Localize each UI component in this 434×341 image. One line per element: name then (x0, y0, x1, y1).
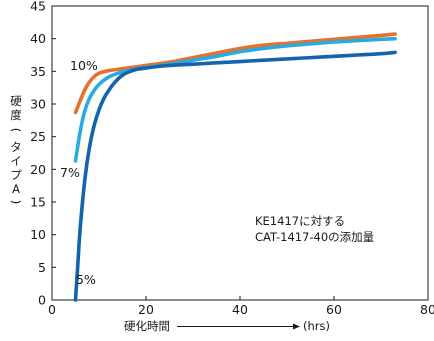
y-axis-ticks: 0 5 10 15 20 25 30 35 40 45 (30, 0, 56, 308)
series-line-5pct (73, 50, 397, 302)
x-tick-label: 20 (138, 302, 154, 317)
x-axis-title: 硬化時間 (124, 319, 170, 333)
x-tick-label: 60 (326, 302, 342, 317)
y-axis-title-char: 硬 (10, 94, 22, 108)
series-label-10pct: 10% (70, 58, 98, 73)
y-axis-title-char: A (12, 182, 20, 196)
y-tick-label: 15 (30, 195, 46, 210)
y-tick-label: 35 (30, 64, 46, 79)
annotation-line-1: KE1417に対する (255, 214, 345, 228)
y-axis-title-char: 度 (10, 108, 22, 122)
series-lines (73, 32, 397, 302)
y-axis-title-char: タ (10, 140, 22, 154)
y-tick-label: 25 (30, 129, 46, 144)
y-tick-label: 30 (30, 97, 46, 112)
y-tick-label: 45 (30, 0, 46, 14)
x-axis-unit: (hrs) (303, 319, 330, 333)
x-tick-label: 0 (48, 302, 56, 317)
series-label-7pct: 7% (60, 165, 80, 180)
series-label-5pct: 5% (76, 272, 96, 287)
x-axis-ticks: 0 20 40 60 80 (48, 296, 434, 317)
y-axis-title-char: ( (9, 128, 23, 133)
y-tick-label: 40 (30, 31, 46, 46)
y-tick-label: 5 (38, 260, 46, 275)
annotation-line-2: CAT-1417-40の添加量 (255, 230, 374, 244)
x-tick-label: 40 (232, 302, 248, 317)
x-tick-label: 80 (420, 302, 434, 317)
y-axis-title-char: ) (9, 200, 23, 205)
y-tick-label: 0 (38, 293, 46, 308)
y-axis-title-char: プ (10, 168, 22, 182)
series-line-10pct (73, 32, 397, 115)
y-tick-label: 10 (30, 227, 46, 242)
x-axis-arrow (177, 323, 300, 330)
y-tick-label: 20 (30, 162, 46, 177)
y-axis-title-char: イ (10, 154, 22, 168)
